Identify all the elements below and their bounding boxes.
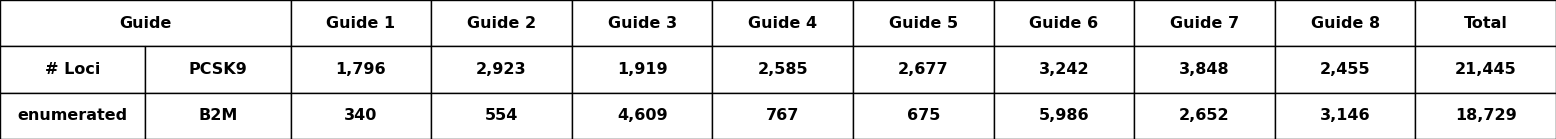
Text: 2,923: 2,923 xyxy=(476,62,527,77)
Text: 340: 340 xyxy=(344,108,378,123)
Text: Guide 1: Guide 1 xyxy=(327,16,395,31)
Text: 675: 675 xyxy=(907,108,940,123)
Text: enumerated: enumerated xyxy=(17,108,128,123)
Text: 554: 554 xyxy=(485,108,518,123)
Bar xyxy=(994,46,1134,93)
Text: Guide 3: Guide 3 xyxy=(607,16,677,31)
Text: Guide 6: Guide 6 xyxy=(1030,16,1099,31)
Text: # Loci: # Loci xyxy=(45,62,100,77)
Text: Guide 7: Guide 7 xyxy=(1170,16,1239,31)
Bar xyxy=(1416,0,1556,46)
Text: Guide 5: Guide 5 xyxy=(888,16,958,31)
Bar xyxy=(1416,46,1556,93)
Text: 5,986: 5,986 xyxy=(1038,108,1089,123)
Bar xyxy=(1134,46,1274,93)
Text: 4,609: 4,609 xyxy=(616,108,668,123)
Bar xyxy=(1274,46,1416,93)
Bar xyxy=(291,0,431,46)
Text: 3,242: 3,242 xyxy=(1038,62,1089,77)
Bar xyxy=(573,0,713,46)
Text: Guide: Guide xyxy=(120,16,171,31)
Bar xyxy=(1274,0,1416,46)
Text: 3,146: 3,146 xyxy=(1319,108,1371,123)
Bar xyxy=(145,93,291,139)
Bar xyxy=(431,93,573,139)
Bar xyxy=(1416,93,1556,139)
Text: B2M: B2M xyxy=(198,108,238,123)
Bar xyxy=(291,46,431,93)
Text: PCSK9: PCSK9 xyxy=(188,62,247,77)
Bar xyxy=(994,0,1134,46)
Bar xyxy=(431,46,573,93)
Text: 2,455: 2,455 xyxy=(1319,62,1371,77)
Bar xyxy=(0,0,291,46)
Bar xyxy=(1134,0,1274,46)
Bar xyxy=(145,46,291,93)
Text: Total: Total xyxy=(1464,16,1508,31)
Bar xyxy=(853,93,994,139)
Bar xyxy=(994,93,1134,139)
Bar xyxy=(1134,93,1274,139)
Text: 2,585: 2,585 xyxy=(758,62,808,77)
Bar xyxy=(573,46,713,93)
Bar xyxy=(573,93,713,139)
Text: 3,848: 3,848 xyxy=(1179,62,1229,77)
Bar xyxy=(0,46,145,93)
Text: Guide 2: Guide 2 xyxy=(467,16,537,31)
Bar xyxy=(0,93,145,139)
Text: 21,445: 21,445 xyxy=(1455,62,1517,77)
Text: 2,652: 2,652 xyxy=(1179,108,1229,123)
Bar xyxy=(713,93,853,139)
Bar xyxy=(713,0,853,46)
Bar xyxy=(291,93,431,139)
Bar xyxy=(853,0,994,46)
Text: 1,919: 1,919 xyxy=(616,62,668,77)
Bar xyxy=(713,46,853,93)
Text: 2,677: 2,677 xyxy=(898,62,949,77)
Text: Guide 4: Guide 4 xyxy=(748,16,817,31)
Text: 18,729: 18,729 xyxy=(1455,108,1517,123)
Text: 767: 767 xyxy=(766,108,800,123)
Bar xyxy=(853,46,994,93)
Text: Guide 8: Guide 8 xyxy=(1310,16,1380,31)
Text: 1,796: 1,796 xyxy=(336,62,386,77)
Bar xyxy=(1274,93,1416,139)
Bar xyxy=(431,0,573,46)
